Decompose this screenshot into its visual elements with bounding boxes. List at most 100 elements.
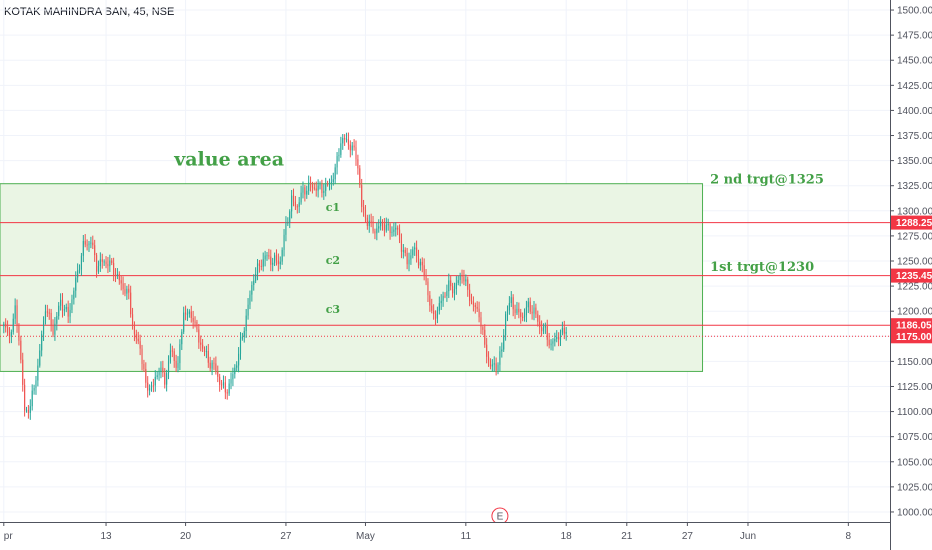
candle-body: [211, 362, 213, 369]
candle-body: [342, 137, 344, 144]
candle-body: [63, 309, 65, 311]
candle-body: [173, 351, 175, 361]
candle-body: [232, 374, 234, 380]
annotation-c2: c2: [326, 254, 340, 267]
candle-body: [317, 185, 319, 191]
annotation-2-nd-trgt-1325: 2 nd trgt@1325: [710, 173, 824, 188]
candle-body: [156, 375, 158, 377]
price-tick-label: 1425.00: [897, 81, 932, 92]
candle-body: [60, 299, 62, 306]
candle-body: [351, 145, 353, 151]
candle-body: [514, 309, 516, 313]
candle-body: [408, 259, 410, 265]
candle-body: [162, 367, 164, 373]
candle-body: [550, 343, 552, 346]
candle-body: [292, 195, 295, 202]
candle-body: [353, 145, 355, 148]
candle-body: [309, 182, 312, 185]
candle-body: [533, 307, 535, 314]
price-badge-bg: [891, 268, 932, 283]
symbol-title: KOTAK MAHINDRA BAN, 45, NSE: [4, 6, 175, 18]
candle-body: [177, 363, 179, 368]
candle-body: [107, 264, 109, 267]
candle-body: [561, 327, 563, 333]
candle-body: [327, 184, 329, 186]
price-tick-label: 1150.00: [897, 357, 932, 368]
candle-body: [126, 288, 128, 294]
candle-body: [347, 139, 349, 145]
candle-body: [99, 259, 101, 267]
candle-body: [484, 329, 486, 345]
price-tick-label: 1275.00: [897, 231, 932, 242]
candle-body: [518, 308, 520, 313]
candle-body: [279, 261, 281, 265]
candle-body: [495, 363, 497, 371]
price-badge-label: 1186.05: [896, 321, 932, 332]
candle-body: [444, 295, 446, 297]
candle-body: [207, 351, 209, 363]
candle-body: [164, 372, 166, 385]
candle-body: [395, 227, 397, 230]
time-tick-label: 8: [846, 531, 852, 542]
candle-body: [440, 300, 442, 304]
candle-body: [452, 286, 454, 294]
price-tick-label: 1450.00: [897, 56, 932, 67]
price-tick-label: 1050.00: [897, 457, 932, 468]
candle-body: [143, 363, 145, 369]
candle-body: [270, 256, 272, 265]
candle-body: [56, 316, 58, 324]
candle-body: [370, 220, 372, 222]
price-tick-label: 1025.00: [897, 482, 932, 493]
candle-body: [535, 307, 537, 315]
candle-body: [116, 274, 118, 276]
price-tick-label: 1375.00: [897, 131, 932, 142]
candle-body: [469, 289, 471, 301]
candle-body: [92, 242, 94, 246]
candle-body: [105, 261, 107, 265]
price-badge-label: 1175.00: [896, 332, 932, 343]
candle-body: [349, 144, 351, 151]
candle-body: [249, 294, 251, 305]
candle-body: [287, 222, 289, 224]
candle-body: [236, 365, 238, 368]
candle-body: [8, 332, 11, 337]
candle-body: [434, 314, 437, 319]
candle-body: [512, 297, 514, 310]
candle-body: [255, 274, 257, 281]
candle-body: [152, 385, 154, 387]
candle-body: [88, 243, 90, 245]
price-tick-label: 1100.00: [897, 407, 932, 418]
candle-body: [457, 280, 459, 283]
candle-body: [7, 327, 9, 333]
price-badge-label: 1235.45: [896, 271, 932, 282]
candle-body: [96, 255, 98, 272]
annotation-c3: c3: [326, 303, 340, 316]
candle-body: [421, 261, 423, 266]
candle-body: [554, 338, 556, 342]
candle-body: [289, 211, 291, 223]
candle-body: [325, 184, 327, 191]
candle-body: [478, 308, 480, 318]
candle-body: [291, 195, 293, 212]
candle-body: [527, 301, 529, 308]
candle-body: [302, 187, 304, 193]
time-tick-label: 18: [561, 531, 573, 542]
candle-body: [130, 292, 132, 315]
candle-body: [467, 279, 469, 290]
candle-body: [503, 335, 505, 350]
candle-body: [84, 241, 86, 245]
candle-body: [194, 321, 196, 323]
candle-body: [14, 305, 16, 319]
candle-body: [366, 217, 368, 226]
candle-body: [65, 306, 67, 310]
price-badge-bg: [891, 318, 932, 333]
candle-body: [124, 289, 126, 294]
candle-body: [113, 262, 115, 276]
candle-body: [455, 282, 457, 290]
candle-body: [363, 206, 365, 210]
candle-body: [446, 291, 448, 297]
candle-body: [71, 299, 73, 310]
annotation-1st-trgt-1230: 1st trgt@1230: [710, 260, 814, 275]
price-tick-label: 1350.00: [897, 156, 932, 167]
